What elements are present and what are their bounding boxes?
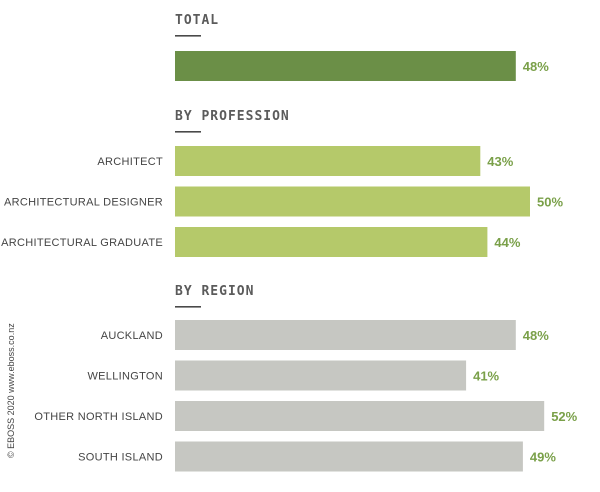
- bar: [175, 186, 530, 217]
- value-label: 43%: [487, 154, 513, 169]
- section-title: BY PROFESSION: [175, 109, 290, 124]
- category-label: WELLINGTON: [87, 371, 163, 383]
- bar: [175, 360, 467, 391]
- section-total: TOTAL 48%: [175, 13, 549, 81]
- value-label: 48%: [523, 59, 549, 74]
- section-title-underline: [175, 131, 201, 133]
- bar: [175, 227, 488, 257]
- category-label: ARCHITECT: [97, 156, 163, 168]
- section-title-underline: [175, 35, 201, 37]
- bar: [175, 320, 516, 350]
- section-by-profession: BY PROFESSION ARCHITECT 43% ARCHITECTURAL D…: [1, 109, 563, 257]
- bar: [175, 441, 523, 472]
- value-label: 50%: [537, 195, 563, 210]
- value-label: 52%: [551, 409, 577, 424]
- section-title: BY REGION: [175, 284, 254, 299]
- section-title-underline: [175, 306, 201, 308]
- value-label: 49%: [530, 450, 556, 465]
- value-label: 44%: [494, 235, 520, 250]
- bar: [175, 401, 545, 431]
- value-label: 41%: [473, 369, 499, 384]
- category-label: AUCKLAND: [101, 330, 163, 342]
- category-label: OTHER NORTH ISLAND: [34, 411, 163, 423]
- bar: [175, 51, 516, 81]
- copyright-credit: © EBOSS 2020 www.eboss.co.nz: [6, 323, 16, 458]
- category-label: ARCHITECTURAL GRADUATE: [1, 237, 163, 249]
- bar: [175, 146, 481, 176]
- section-by-region: BY REGION AUCKLAND 48% WELLINGTON 41% OTHER N…: [34, 284, 578, 472]
- category-label: SOUTH ISLAND: [78, 452, 163, 464]
- value-label: 48%: [523, 328, 549, 343]
- category-label: ARCHITECTURAL DESIGNER: [4, 197, 163, 209]
- chart-sections: TOTAL 48% BY PROFESSION ARCHITECT 43% ARCHITE…: [1, 13, 578, 472]
- section-title: TOTAL: [175, 13, 219, 28]
